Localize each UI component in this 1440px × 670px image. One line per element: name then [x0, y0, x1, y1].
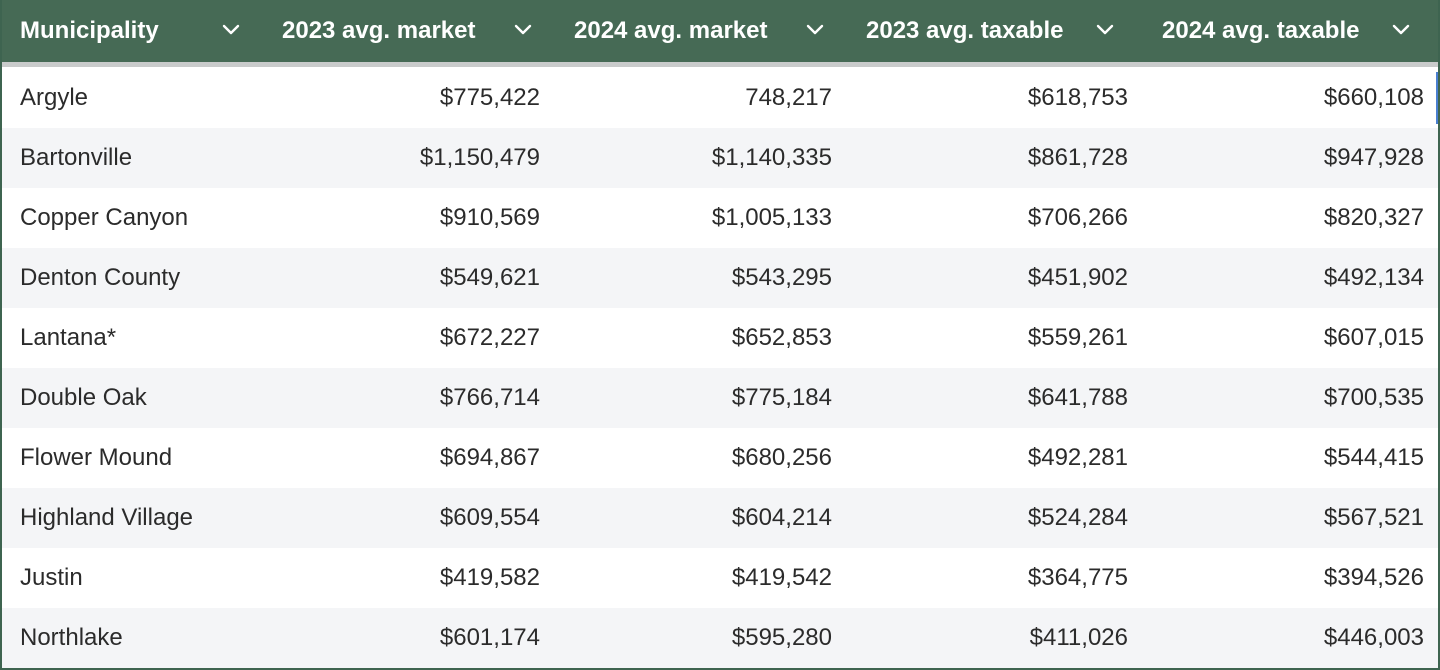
cell-value: $419,542 [731, 564, 832, 591]
table-row: Northlake $601,174 $595,280 $411,026 $446,00… [2, 608, 1438, 668]
cell-value: $910,569 [439, 204, 540, 231]
table-row: Lantana* $672,227 $652,853 $559,261 $607,015 [2, 308, 1438, 368]
cell-value: $861,728 [1027, 144, 1128, 171]
cell-value: $492,281 [1027, 444, 1128, 471]
cell-value: $775,422 [439, 83, 540, 111]
cell-value: $524,284 [1027, 504, 1128, 531]
cell-value: $394,526 [1323, 564, 1424, 591]
cell-value: $567,521 [1323, 504, 1424, 531]
chevron-down-icon[interactable] [222, 23, 240, 37]
cell-value: $549,621 [439, 264, 540, 291]
column-header-label: 2023 avg. market [282, 17, 476, 44]
column-header-label: 2023 avg. taxable [866, 17, 1064, 44]
cell-value: $543,295 [731, 264, 832, 291]
cell-municipality: Denton County [20, 264, 181, 291]
cell-municipality: Flower Mound [20, 444, 173, 471]
cell-value: $694,867 [439, 444, 540, 471]
table-row: Double Oak $766,714 $775,184 $641,788 $700,5… [2, 368, 1438, 428]
column-header-municipality[interactable]: Municipality [2, 0, 266, 62]
cell-municipality: Argyle [20, 83, 89, 111]
table-row: Copper Canyon $910,569 $1,005,133 $706,266 $… [2, 188, 1438, 248]
column-header-2024-taxable[interactable]: 2024 avg. taxable [1146, 0, 1438, 62]
column-header-label: 2024 avg. market [574, 17, 768, 44]
cell-value: $595,280 [731, 624, 832, 651]
cell-value: $609,554 [439, 504, 540, 531]
table-row: Argyle $775,422 748,217 $618,753 $660,108 [2, 67, 1438, 128]
table-body: Argyle $775,422 748,217 $618,753 $660,108 Bar… [2, 67, 1438, 668]
cell-value: $601,174 [439, 624, 540, 651]
cell-municipality: Justin [20, 564, 83, 591]
cell-value: $559,261 [1027, 324, 1128, 351]
cell-municipality: Highland Village [20, 504, 194, 531]
cell-value: $660,108 [1323, 83, 1424, 111]
cell-value: $947,928 [1323, 144, 1424, 171]
cell-value: $492,134 [1323, 264, 1424, 291]
cell-municipality: Double Oak [20, 384, 147, 411]
cell-municipality: Copper Canyon [20, 204, 189, 231]
cell-value: $618,753 [1027, 83, 1128, 111]
column-header-label: Municipality [20, 17, 159, 44]
cell-value: $1,150,479 [419, 144, 540, 171]
column-header-2023-taxable[interactable]: 2023 avg. taxable [850, 0, 1146, 62]
cell-value: $766,714 [439, 384, 540, 411]
table-row: Flower Mound $694,867 $680,256 $492,281 $544… [2, 428, 1438, 488]
cell-value: $1,005,133 [711, 204, 832, 231]
chevron-down-icon[interactable] [1096, 23, 1114, 37]
cell-value: $604,214 [731, 504, 832, 531]
cell-value: $364,775 [1027, 564, 1128, 591]
cell-value: $446,003 [1323, 624, 1424, 651]
cell-municipality: Lantana* [20, 324, 117, 351]
column-header-label: 2024 avg. taxable [1162, 17, 1360, 44]
cell-value: $700,535 [1323, 384, 1424, 411]
cell-value: $641,788 [1027, 384, 1128, 411]
cell-municipality: Bartonville [20, 144, 133, 171]
cell-value: $706,266 [1027, 204, 1128, 231]
table-row: Highland Village $609,554 $604,214 $524,284… [2, 488, 1438, 548]
cell-value: $419,582 [439, 564, 540, 591]
cell-value: 748,217 [745, 83, 832, 111]
cell-value: $820,327 [1323, 204, 1424, 231]
chevron-down-icon[interactable] [514, 23, 532, 37]
scrollbar-indicator[interactable] [1436, 72, 1438, 124]
column-header-2023-market[interactable]: 2023 avg. market [266, 0, 558, 62]
table-header: Municipality 2023 avg. market 2024 avg. … [2, 0, 1438, 67]
cell-value: $672,227 [439, 324, 540, 351]
cell-municipality: Northlake [20, 624, 123, 651]
column-header-2024-market[interactable]: 2024 avg. market [558, 0, 850, 62]
table-row: Bartonville $1,150,479 $1,140,335 $861,728 $… [2, 128, 1438, 188]
cell-value: $451,902 [1027, 264, 1128, 291]
chevron-down-icon[interactable] [806, 23, 824, 37]
cell-value: $775,184 [731, 384, 832, 411]
table-row: Justin $419,582 $419,542 $364,775 $394,526 [2, 548, 1438, 608]
cell-value: $607,015 [1323, 324, 1424, 351]
cell-value: $544,415 [1323, 444, 1424, 471]
cell-value: $652,853 [731, 324, 832, 351]
table-row: Denton County $549,621 $543,295 $451,902 $49… [2, 248, 1438, 308]
cell-value: $411,026 [1029, 624, 1128, 651]
cell-value: $680,256 [731, 444, 832, 471]
cell-value: $1,140,335 [711, 144, 832, 171]
chevron-down-icon[interactable] [1392, 23, 1410, 37]
